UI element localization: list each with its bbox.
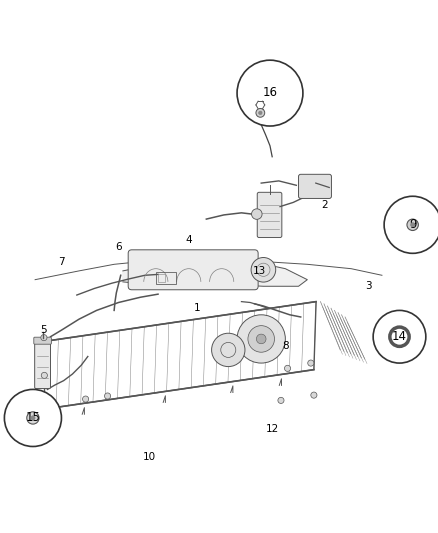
Text: 16: 16	[262, 86, 277, 99]
Text: 10: 10	[142, 453, 155, 463]
FancyBboxPatch shape	[257, 192, 281, 238]
Circle shape	[247, 326, 274, 352]
Circle shape	[307, 360, 313, 366]
Circle shape	[4, 390, 61, 447]
Text: 13: 13	[252, 266, 265, 276]
Circle shape	[251, 209, 261, 220]
Circle shape	[211, 333, 244, 367]
Circle shape	[383, 196, 438, 253]
FancyBboxPatch shape	[128, 250, 258, 290]
Text: 3: 3	[364, 281, 371, 291]
Circle shape	[31, 416, 35, 420]
Circle shape	[41, 400, 47, 407]
Text: 6: 6	[115, 242, 122, 252]
Text: 2: 2	[321, 200, 328, 210]
Text: 8: 8	[281, 341, 288, 351]
Text: 12: 12	[265, 424, 278, 434]
Circle shape	[237, 315, 285, 363]
Circle shape	[256, 334, 265, 344]
Circle shape	[251, 257, 275, 282]
Text: 5: 5	[40, 325, 47, 335]
FancyBboxPatch shape	[35, 342, 50, 389]
Circle shape	[277, 397, 283, 403]
Circle shape	[41, 372, 47, 378]
Text: 9: 9	[408, 218, 416, 231]
FancyBboxPatch shape	[34, 337, 51, 344]
Circle shape	[41, 335, 47, 341]
Circle shape	[104, 393, 110, 399]
Circle shape	[410, 223, 414, 227]
Text: 4: 4	[185, 235, 192, 245]
Polygon shape	[123, 260, 307, 286]
Circle shape	[82, 396, 88, 402]
Circle shape	[406, 219, 417, 230]
Text: 1: 1	[194, 303, 201, 313]
Circle shape	[237, 60, 302, 126]
Circle shape	[372, 310, 425, 363]
Text: 15: 15	[25, 411, 40, 424]
Text: 14: 14	[391, 330, 406, 343]
Circle shape	[258, 111, 261, 115]
Circle shape	[255, 108, 264, 117]
Circle shape	[284, 365, 290, 372]
Circle shape	[27, 412, 39, 424]
FancyBboxPatch shape	[298, 174, 331, 198]
Circle shape	[310, 392, 316, 398]
Text: 7: 7	[58, 257, 65, 267]
